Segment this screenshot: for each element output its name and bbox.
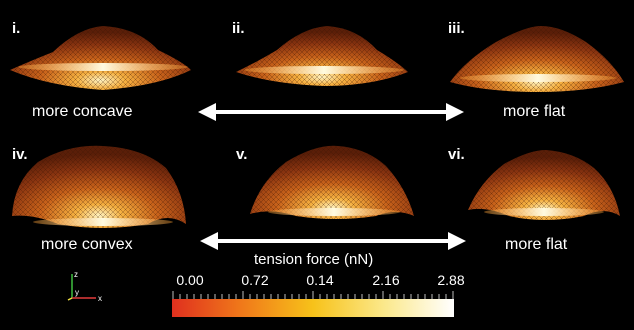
cell-shape-iv [12, 145, 186, 228]
colorbar-tick-1: 0.72 [241, 272, 269, 288]
cell-shape-vi [468, 150, 620, 220]
double-arrow-top [198, 103, 464, 121]
colorbar-tick-2: 0.14 [306, 272, 334, 288]
colorbar-title: tension force (nN) [254, 251, 374, 268]
axis-label-x: x [98, 294, 102, 303]
panel-label-iii: iii. [448, 20, 465, 37]
caption-more-convex: more convex [41, 236, 133, 253]
panel-v: v. [232, 138, 432, 238]
cell-shape-v [250, 145, 414, 219]
panel-iii: iii. [434, 0, 634, 100]
colorbar-tick-4: 2.88 [437, 272, 465, 288]
panel-label-vi: vi. [448, 146, 465, 163]
panel-ii: ii. [220, 0, 420, 100]
colorbar-gradient [172, 299, 454, 317]
caption-more-flat-bottom: more flat [505, 236, 568, 253]
axis-label-y: y [75, 288, 79, 297]
colorbar-tick-3: 2.16 [372, 272, 400, 288]
panel-label-i: i. [12, 20, 21, 37]
axis-label-z: z [74, 270, 78, 279]
panel-label-iv: iv. [12, 146, 28, 163]
caption-more-concave: more concave [32, 103, 133, 120]
panel-label-v: v. [236, 146, 248, 163]
axes-triad-icon: z y x [67, 270, 102, 303]
colorbar-tick-0: 0.00 [176, 272, 204, 288]
colorbar [172, 291, 454, 317]
panel-vi: vi. [434, 138, 634, 238]
cell-shape-iii [450, 26, 624, 92]
panel-i: i. [0, 0, 200, 100]
cell-shape-i [10, 26, 191, 90]
cell-shape-ii [236, 26, 408, 86]
panel-label-ii: ii. [232, 20, 245, 37]
double-arrow-bottom [200, 232, 466, 250]
panel-iv: iv. [0, 138, 200, 238]
caption-more-flat-top: more flat [503, 103, 566, 120]
